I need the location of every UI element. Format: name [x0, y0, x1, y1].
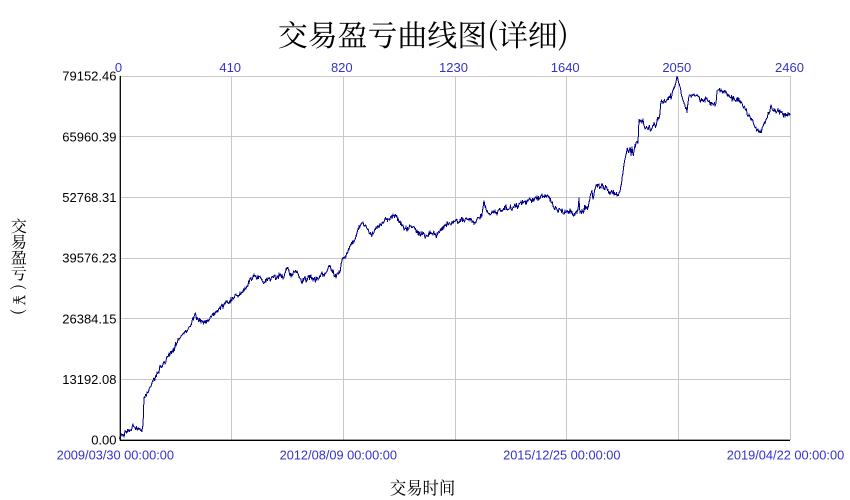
- svg-text:39576.23: 39576.23: [62, 251, 116, 266]
- svg-text:26384.15: 26384.15: [62, 311, 116, 326]
- svg-text:0: 0: [115, 60, 122, 75]
- svg-text:1230: 1230: [439, 60, 468, 75]
- svg-text:2012/08/09 00:00:00: 2012/08/09 00:00:00: [280, 448, 397, 463]
- svg-text:65960.39: 65960.39: [62, 129, 116, 144]
- svg-text:2460: 2460: [775, 60, 804, 75]
- svg-text:410: 410: [219, 60, 241, 75]
- svg-text:820: 820: [331, 60, 353, 75]
- svg-text:79152.46: 79152.46: [62, 69, 116, 84]
- svg-text:2015/12/25 00:00:00: 2015/12/25 00:00:00: [503, 448, 620, 463]
- svg-text:0.00: 0.00: [91, 433, 116, 448]
- svg-text:52768.31: 52768.31: [62, 190, 116, 205]
- svg-text:1640: 1640: [551, 60, 580, 75]
- svg-text:2050: 2050: [662, 60, 691, 75]
- svg-text:2009/03/30 00:00:00: 2009/03/30 00:00:00: [57, 448, 174, 463]
- svg-text:2019/04/22 00:00:00: 2019/04/22 00:00:00: [727, 448, 844, 463]
- svg-text:13192.08: 13192.08: [62, 372, 116, 387]
